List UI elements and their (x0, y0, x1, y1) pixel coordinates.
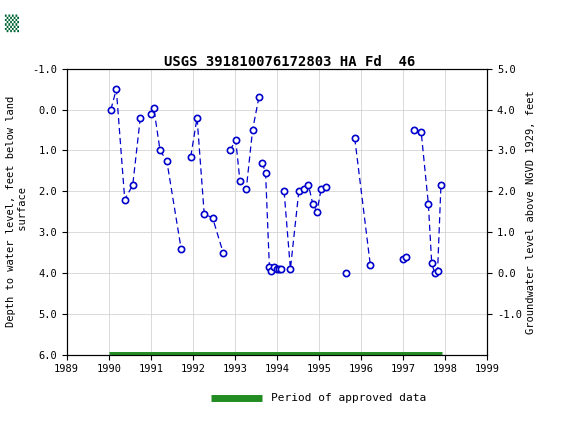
Y-axis label: Groundwater level above NGVD 1929, feet: Groundwater level above NGVD 1929, feet (526, 90, 536, 334)
Text: ▒: ▒ (4, 14, 18, 31)
Text: USGS: USGS (38, 15, 85, 30)
Y-axis label: Depth to water level, feet below land
 surface: Depth to water level, feet below land su… (6, 96, 28, 327)
Text: Period of approved data: Period of approved data (271, 393, 427, 403)
Text: USGS 391810076172803 HA Fd  46: USGS 391810076172803 HA Fd 46 (164, 55, 416, 69)
FancyBboxPatch shape (3, 3, 78, 42)
